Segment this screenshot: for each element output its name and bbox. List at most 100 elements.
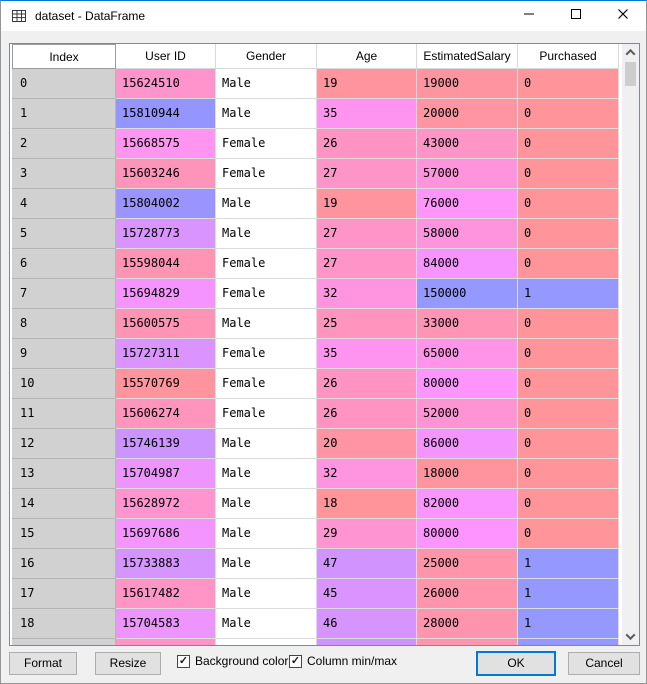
row-index-cell[interactable]: 18 [12, 609, 116, 639]
row-index-cell[interactable]: 2 [12, 129, 116, 159]
data-cell[interactable]: 26 [317, 369, 417, 399]
data-cell[interactable]: 27 [317, 219, 417, 249]
data-cell[interactable]: 29000 [417, 639, 518, 645]
data-cell[interactable]: 26000 [417, 579, 518, 609]
column-header-user-id[interactable]: User ID [116, 44, 216, 69]
scroll-up-button[interactable] [622, 44, 639, 61]
column-header-index[interactable]: Index [12, 44, 116, 69]
row-index-cell[interactable]: 3 [12, 159, 116, 189]
data-cell[interactable]: 33000 [417, 309, 518, 339]
data-cell[interactable]: 0 [518, 69, 619, 99]
data-cell[interactable]: Male [216, 549, 317, 579]
data-cell[interactable]: 26 [317, 129, 417, 159]
data-cell[interactable]: 1 [518, 579, 619, 609]
data-cell[interactable]: 15804002 [116, 189, 216, 219]
data-cell[interactable]: 15704987 [116, 459, 216, 489]
data-cell[interactable]: 15600575 [116, 309, 216, 339]
data-cell[interactable]: 18 [317, 489, 417, 519]
data-cell[interactable]: 18000 [417, 459, 518, 489]
row-index-cell[interactable]: 13 [12, 459, 116, 489]
data-cell[interactable]: Male [216, 189, 317, 219]
data-cell[interactable]: 1 [518, 639, 619, 645]
data-cell[interactable]: 45 [317, 579, 417, 609]
data-cell[interactable]: Male [216, 609, 317, 639]
data-cell[interactable]: 32 [317, 459, 417, 489]
data-cell[interactable]: 80000 [417, 519, 518, 549]
data-cell[interactable]: 15810944 [116, 99, 216, 129]
data-cell[interactable]: 0 [518, 519, 619, 549]
data-cell[interactable]: Male [216, 579, 317, 609]
data-cell[interactable]: 32 [317, 279, 417, 309]
column-header-gender[interactable]: Gender [216, 44, 317, 69]
scrollbar-thumb[interactable] [625, 62, 636, 86]
data-cell[interactable]: 0 [518, 99, 619, 129]
cancel-button[interactable]: Cancel [568, 652, 640, 675]
row-index-cell[interactable]: 11 [12, 399, 116, 429]
row-index-cell[interactable]: 17 [12, 579, 116, 609]
data-cell[interactable]: 43000 [417, 129, 518, 159]
data-cell[interactable]: 0 [518, 399, 619, 429]
data-cell[interactable]: 0 [518, 189, 619, 219]
row-index-cell[interactable]: 14 [12, 489, 116, 519]
row-index-cell[interactable]: 7 [12, 279, 116, 309]
data-cell[interactable]: 57000 [417, 159, 518, 189]
data-cell[interactable]: 48 [317, 639, 417, 645]
column-header-age[interactable]: Age [317, 44, 417, 69]
data-cell[interactable]: 15624510 [116, 69, 216, 99]
data-cell[interactable]: 26 [317, 399, 417, 429]
scroll-down-button[interactable] [622, 628, 639, 645]
data-cell[interactable]: 80000 [417, 369, 518, 399]
data-cell[interactable]: 15570769 [116, 369, 216, 399]
row-index-cell[interactable]: 8 [12, 309, 116, 339]
vertical-scrollbar[interactable] [622, 44, 639, 645]
data-cell[interactable]: 15727311 [116, 339, 216, 369]
data-cell[interactable]: 15704583 [116, 609, 216, 639]
data-cell[interactable]: 15728773 [116, 219, 216, 249]
row-index-cell[interactable]: 9 [12, 339, 116, 369]
data-cell[interactable]: 0 [518, 459, 619, 489]
row-index-cell[interactable]: 12 [12, 429, 116, 459]
data-cell[interactable]: Female [216, 159, 317, 189]
data-cell[interactable]: Female [216, 399, 317, 429]
data-cell[interactable]: 28000 [417, 609, 518, 639]
data-cell[interactable]: 15628972 [116, 489, 216, 519]
data-cell[interactable]: 82000 [417, 489, 518, 519]
data-cell[interactable]: 15603246 [116, 159, 216, 189]
row-index-cell[interactable]: 4 [12, 189, 116, 219]
data-cell[interactable]: 0 [518, 309, 619, 339]
maximize-button[interactable] [552, 1, 599, 31]
data-cell[interactable]: 65000 [417, 339, 518, 369]
column-header-estimatedsalary[interactable]: EstimatedSalary [417, 44, 518, 69]
data-cell[interactable]: 15606274 [116, 399, 216, 429]
data-cell[interactable]: 0 [518, 489, 619, 519]
data-cell[interactable]: 76000 [417, 189, 518, 219]
data-cell[interactable]: 47 [317, 549, 417, 579]
background-color-checkbox[interactable]: ✓ [177, 654, 190, 668]
data-cell[interactable]: Male [216, 489, 317, 519]
data-cell[interactable]: 19 [317, 189, 417, 219]
close-button[interactable] [599, 1, 646, 31]
data-cell[interactable]: Female [216, 249, 317, 279]
minimize-button[interactable] [505, 1, 552, 31]
data-cell[interactable]: 27 [317, 159, 417, 189]
data-cell[interactable]: Male [216, 429, 317, 459]
data-cell[interactable]: 15621083 [116, 639, 216, 645]
row-index-cell[interactable]: 16 [12, 549, 116, 579]
data-cell[interactable]: Female [216, 339, 317, 369]
data-cell[interactable]: 84000 [417, 249, 518, 279]
data-cell[interactable]: 20 [317, 429, 417, 459]
data-cell[interactable]: Male [216, 459, 317, 489]
data-cell[interactable]: Female [216, 129, 317, 159]
data-cell[interactable]: 0 [518, 159, 619, 189]
format-button[interactable]: Format [9, 652, 77, 675]
data-cell[interactable]: 15598044 [116, 249, 216, 279]
column-minmax-checkbox[interactable]: ✓ [289, 654, 302, 668]
data-cell[interactable]: 15733883 [116, 549, 216, 579]
data-cell[interactable]: 25000 [417, 549, 518, 579]
data-cell[interactable]: Male [216, 309, 317, 339]
row-index-cell[interactable]: 1 [12, 99, 116, 129]
data-cell[interactable]: 150000 [417, 279, 518, 309]
data-cell[interactable]: 0 [518, 129, 619, 159]
row-index-cell[interactable]: 5 [12, 219, 116, 249]
data-cell[interactable]: 15746139 [116, 429, 216, 459]
